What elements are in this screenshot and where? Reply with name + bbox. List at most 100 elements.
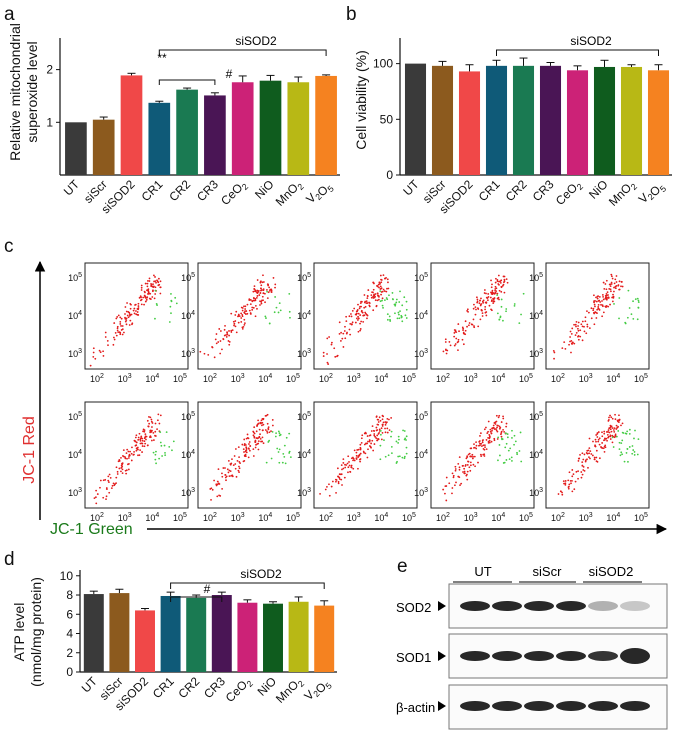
flow-dot-green xyxy=(626,430,629,433)
flow-dot-red xyxy=(133,307,136,310)
flow-dot-red xyxy=(243,444,246,447)
flow-dot-red xyxy=(353,459,356,462)
flow-dot-green xyxy=(623,460,626,463)
flow-dot-green xyxy=(158,457,161,460)
flow-dot-red xyxy=(584,316,587,319)
flow-dot-red xyxy=(154,280,157,283)
flow-dot-red xyxy=(472,307,475,310)
flow-dot-red xyxy=(136,311,139,313)
flow-dot-red xyxy=(328,483,330,486)
flow-dot-red xyxy=(490,279,492,282)
flow-dot-red xyxy=(210,487,213,490)
flow-dot-red xyxy=(241,327,244,330)
flow-dot-red xyxy=(240,312,243,315)
flow-dot-red xyxy=(217,341,220,343)
flow-y-tick-label: 104 xyxy=(297,449,311,460)
flow-dot-red xyxy=(357,448,360,451)
flow-dot-green xyxy=(404,314,407,317)
flow-dot-green xyxy=(285,436,288,439)
flow-dot-red xyxy=(489,430,492,433)
flow-dot-red xyxy=(214,338,217,341)
flow-dot-red xyxy=(378,416,381,419)
flow-dot-red xyxy=(124,313,126,315)
flow-dot-red xyxy=(480,309,483,311)
flow-dot-red xyxy=(479,432,482,435)
flow-dot-green xyxy=(496,294,499,296)
flow-dot-red xyxy=(493,292,496,295)
flow-dot-red xyxy=(376,423,379,426)
y-tick-label: 8 xyxy=(66,588,73,602)
flow-dot-red xyxy=(487,293,490,295)
flow-y-tick-label: 105 xyxy=(297,411,311,422)
flow-dot-green xyxy=(383,439,385,442)
flow-dot-red xyxy=(252,431,255,434)
flow-dot-red xyxy=(154,293,157,295)
flow-dot-red xyxy=(568,471,571,474)
flow-dot-red xyxy=(261,440,264,443)
flow-dot-red xyxy=(457,323,460,325)
flow-dot-red xyxy=(377,438,380,441)
flow-dot-red xyxy=(151,429,153,432)
flow-dot-red xyxy=(500,421,503,423)
x-tick-label: CeO2 xyxy=(553,177,585,209)
flow-dot-red xyxy=(605,279,608,282)
flow-dot-red xyxy=(344,463,346,466)
flow-dot-red xyxy=(473,325,475,327)
flow-dot-red xyxy=(221,472,223,475)
flow-dot-green xyxy=(396,317,399,320)
x-tick-label: CeO2 xyxy=(218,177,250,209)
flow-dot-red xyxy=(587,311,590,314)
flow-plot-frame xyxy=(84,401,189,509)
flow-dot-red xyxy=(468,466,471,469)
flow-dot-red xyxy=(127,450,130,453)
flow-dot-red xyxy=(92,347,95,350)
flow-dot-red xyxy=(133,312,136,315)
flow-dot-red xyxy=(102,355,105,357)
flow-dot-green xyxy=(636,297,639,300)
flow-dot-red xyxy=(607,436,609,439)
flow-dot-red xyxy=(116,473,119,475)
flow-dot-red xyxy=(607,305,610,308)
flow-dot-red xyxy=(614,278,617,281)
flow-dot-red xyxy=(117,331,120,334)
flow-dot-red xyxy=(215,342,218,345)
flow-dot-red xyxy=(592,307,595,310)
flow-dot-red xyxy=(357,467,359,470)
flow-dot-red xyxy=(461,338,464,341)
blot-band xyxy=(588,601,618,611)
flow-dot-red xyxy=(596,308,599,311)
flow-dot-red xyxy=(152,289,154,292)
flow-dot-green xyxy=(405,300,408,303)
flow-dot-red xyxy=(94,357,97,360)
flow-dot-red xyxy=(358,453,361,456)
flow-dot-red xyxy=(352,467,355,470)
flow-dot-red xyxy=(374,293,377,295)
flow-dot-red xyxy=(110,487,113,490)
flow-dot-red xyxy=(258,294,261,296)
flow-dot-red xyxy=(497,424,499,427)
flow-dot-red xyxy=(237,321,240,324)
flow-dot-red xyxy=(252,290,255,293)
flow-x-tick-label: 102 xyxy=(90,512,104,523)
flow-dot-red xyxy=(151,422,154,424)
x-tick-label: V2O5 xyxy=(636,177,669,210)
flow-dot-red xyxy=(611,277,614,280)
flow-dot-red xyxy=(228,330,230,332)
flow-dot-red xyxy=(121,333,124,336)
flow-dot-red xyxy=(346,462,349,465)
x-tick-label: V2O5 xyxy=(303,177,336,210)
flow-dot-red xyxy=(462,464,464,467)
flow-dot-red xyxy=(596,432,599,434)
flow-dot-red xyxy=(376,439,378,442)
flow-dot-red xyxy=(249,312,252,314)
flow-dot-red xyxy=(159,292,162,295)
flow-x-tick-label: 102 xyxy=(551,512,565,523)
flow-dot-red xyxy=(497,416,500,419)
flow-dot-red xyxy=(462,331,465,334)
flow-dot-red xyxy=(118,331,121,334)
flow-dot-red xyxy=(234,314,237,316)
flow-dot-red xyxy=(620,280,623,283)
flow-dot-red xyxy=(264,301,266,304)
flow-dot-green xyxy=(278,302,281,305)
